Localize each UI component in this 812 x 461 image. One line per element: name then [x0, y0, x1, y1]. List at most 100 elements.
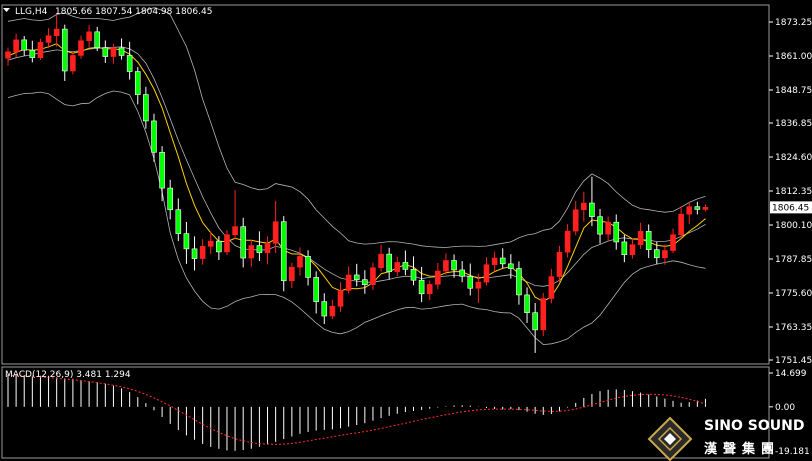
candle[interactable]: [159, 146, 165, 202]
candle[interactable]: [353, 263, 360, 287]
candle[interactable]: [621, 234, 628, 263]
candle[interactable]: [459, 261, 465, 283]
candle[interactable]: [386, 247, 392, 280]
candle[interactable]: [556, 245, 563, 283]
candle[interactable]: [289, 262, 295, 288]
candle[interactable]: [694, 201, 701, 215]
candle[interactable]: [524, 287, 530, 323]
candle[interactable]: [564, 224, 571, 258]
candle[interactable]: [613, 214, 620, 250]
candle[interactable]: [394, 256, 401, 277]
candle[interactable]: [280, 216, 287, 292]
macd-pane[interactable]: [1, 366, 770, 459]
candle[interactable]: [102, 40, 109, 63]
candle[interactable]: [248, 239, 255, 267]
candle[interactable]: [216, 236, 222, 260]
candle[interactable]: [297, 247, 303, 276]
candle[interactable]: [629, 238, 636, 259]
candle[interactable]: [53, 14, 60, 47]
candle[interactable]: [362, 270, 368, 294]
candle[interactable]: [21, 36, 28, 56]
candle-body: [402, 262, 409, 270]
candle[interactable]: [370, 262, 376, 290]
candle[interactable]: [134, 67, 141, 105]
candle[interactable]: [70, 50, 76, 75]
candle[interactable]: [426, 280, 433, 300]
candle[interactable]: [329, 299, 336, 320]
candle[interactable]: [13, 33, 19, 58]
candle[interactable]: [45, 28, 52, 49]
candle[interactable]: [5, 47, 11, 66]
candle[interactable]: [151, 113, 157, 162]
candle[interactable]: [548, 269, 555, 304]
candle[interactable]: [499, 248, 506, 269]
candle[interactable]: [653, 241, 660, 265]
candle[interactable]: [313, 271, 319, 314]
candle[interactable]: [207, 231, 214, 255]
candle[interactable]: [305, 250, 311, 286]
candle[interactable]: [572, 201, 579, 236]
candle[interactable]: [86, 25, 92, 48]
candle[interactable]: [167, 179, 173, 220]
candle[interactable]: [118, 38, 125, 60]
candle[interactable]: [540, 292, 547, 336]
candle[interactable]: [378, 244, 384, 272]
candle[interactable]: [670, 228, 676, 254]
candle[interactable]: [451, 254, 457, 278]
candle[interactable]: [345, 266, 352, 294]
candle[interactable]: [321, 293, 328, 325]
candle-body: [45, 35, 52, 43]
candle[interactable]: [191, 236, 198, 271]
candle[interactable]: [240, 217, 246, 268]
candle[interactable]: [199, 239, 206, 265]
candle[interactable]: [37, 38, 44, 61]
candle[interactable]: [410, 256, 417, 286]
candle-body: [524, 294, 530, 313]
candle[interactable]: [224, 229, 230, 255]
candle-body: [191, 248, 198, 259]
candle[interactable]: [418, 266, 425, 303]
candle[interactable]: [589, 176, 595, 227]
candle-body: [426, 284, 433, 295]
brand-name: SINO SOUND: [704, 418, 804, 434]
candle[interactable]: [175, 198, 182, 242]
candle[interactable]: [232, 190, 238, 240]
candle-body: [329, 306, 336, 317]
candle[interactable]: [483, 257, 490, 286]
price-pane[interactable]: [1, 4, 770, 365]
candle[interactable]: [467, 263, 474, 296]
candle[interactable]: [143, 86, 149, 129]
candle[interactable]: [183, 221, 190, 264]
candle[interactable]: [126, 41, 133, 80]
candle-body: [645, 231, 652, 250]
candle[interactable]: [581, 191, 587, 222]
candle[interactable]: [272, 200, 279, 254]
candle[interactable]: [475, 273, 482, 303]
candle[interactable]: [637, 222, 644, 249]
candle[interactable]: [686, 201, 693, 225]
candle[interactable]: [337, 282, 344, 312]
candle[interactable]: [491, 251, 498, 272]
candle[interactable]: [61, 24, 68, 81]
candle-body: [321, 301, 328, 317]
candle[interactable]: [78, 35, 84, 59]
candle[interactable]: [662, 244, 668, 265]
candle[interactable]: [29, 40, 36, 63]
candle[interactable]: [94, 26, 101, 51]
candle[interactable]: [645, 224, 652, 259]
candle[interactable]: [702, 204, 709, 212]
candle[interactable]: [516, 261, 522, 305]
candle[interactable]: [256, 231, 263, 262]
candle[interactable]: [402, 250, 409, 276]
candle[interactable]: [264, 236, 271, 265]
candle[interactable]: [605, 216, 611, 242]
candle[interactable]: [110, 43, 117, 64]
candle-body: [491, 257, 498, 265]
candle[interactable]: [443, 253, 449, 275]
candle[interactable]: [678, 206, 684, 239]
candle[interactable]: [435, 263, 441, 290]
candle[interactable]: [508, 254, 514, 279]
candle[interactable]: [532, 302, 538, 353]
dropdown-arrow-icon[interactable]: [3, 8, 10, 12]
candle[interactable]: [597, 208, 603, 244]
